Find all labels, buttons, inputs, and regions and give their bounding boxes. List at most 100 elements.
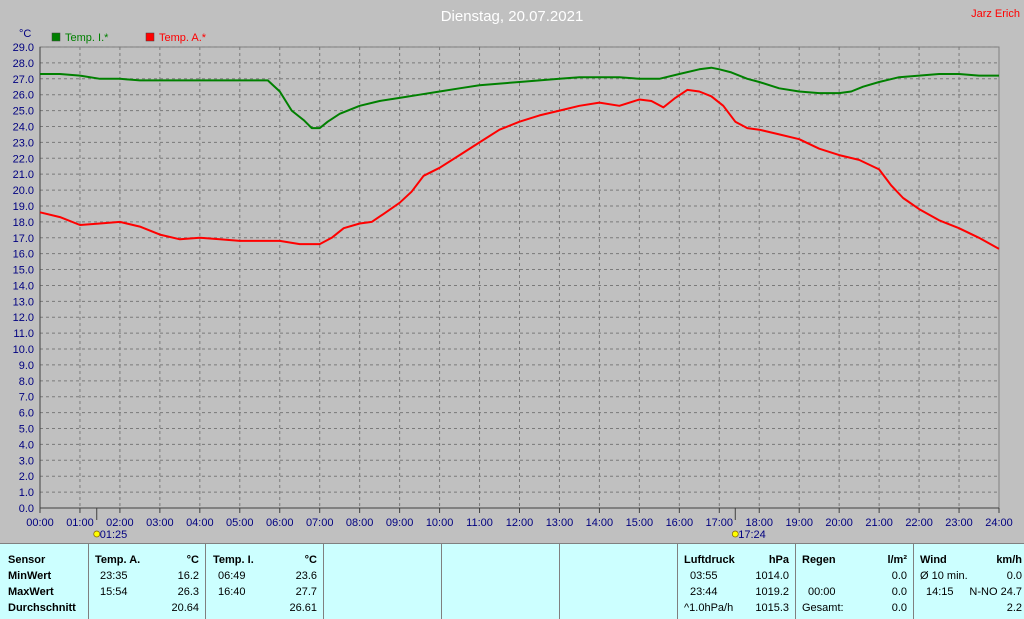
- x-tick-label: 23:00: [945, 517, 973, 529]
- y-tick-label: 27.0: [13, 74, 34, 86]
- empty-column-3: [560, 544, 678, 619]
- pressure-trend-label: ^1.0hPa/h: [684, 602, 734, 614]
- y-tick-label: 13.0: [13, 296, 34, 308]
- y-tick-label: 3.0: [19, 455, 34, 467]
- pressure-max-value: 1019.2: [755, 586, 789, 598]
- pressure-min-value: 1014.0: [755, 570, 789, 582]
- x-tick-label: 22:00: [905, 517, 933, 529]
- rain-time: 00:00: [808, 586, 836, 598]
- temp-i-max-time: 16:40: [218, 586, 246, 598]
- wind-max-time: 14:15: [926, 586, 954, 598]
- y-tick-label: 0.0: [19, 503, 34, 515]
- x-tick-label: 01:00: [66, 517, 94, 529]
- empty-column-1: [324, 544, 442, 619]
- y-tick-label: 18.0: [13, 217, 34, 229]
- legend: Temp. I.* Temp. A.*: [51, 32, 207, 44]
- wind-max-value: N-NO 24.7: [969, 586, 1022, 598]
- temp-a-column: Temp. A. °C 23:35 16.2 15:54 26.3 20.64: [89, 544, 206, 619]
- y-tick-label: 24.0: [13, 121, 34, 133]
- temp-a-min-time: 23:35: [100, 570, 128, 582]
- x-tick-label: 16:00: [666, 517, 694, 529]
- x-tick-label: 08:00: [346, 517, 374, 529]
- temp-i-max-value: 27.7: [295, 586, 317, 598]
- y-tick-label: 6.0: [19, 408, 34, 420]
- wind-unit: km/h: [996, 554, 1022, 566]
- x-tick-label: 10:00: [426, 517, 454, 529]
- y-tick-label: 20.0: [13, 185, 34, 197]
- y-tick-label: 22.0: [13, 153, 34, 165]
- sun-markers: 01:25 17:24: [93, 508, 766, 541]
- maxwert-label: MaxWert: [8, 586, 54, 598]
- temp-a-unit: °C: [186, 554, 199, 566]
- y-tick-label: 21.0: [13, 169, 34, 181]
- y-tick-label: 8.0: [19, 376, 34, 388]
- x-tick-label: 12:00: [506, 517, 534, 529]
- x-tick-label: 19:00: [785, 517, 813, 529]
- temp-a-average: 20.64: [171, 602, 199, 614]
- temp-i-column: Temp. I. °C 06:49 23.6 16:40 27.7 26.61: [206, 544, 324, 619]
- durchschnitt-label: Durchschnitt: [8, 602, 76, 614]
- legend-swatch: [51, 32, 61, 42]
- x-tick-label: 14:00: [586, 517, 614, 529]
- x-tick-label: 05:00: [226, 517, 254, 529]
- x-tick-label: 09:00: [386, 517, 414, 529]
- pressure-column: Luftdruck hPa 03:55 1014.0 23:44 1019.2 …: [678, 544, 796, 619]
- y-tick-label: 10.0: [13, 344, 34, 356]
- series-line-temp-a: [39, 88, 1000, 250]
- wind-avg-label: Ø 10 min.: [920, 570, 968, 582]
- pressure-unit: hPa: [768, 554, 789, 566]
- series-group: [39, 66, 1000, 250]
- sensor-header: Sensor: [8, 554, 46, 566]
- statistics-panel: Sensor MinWert MaxWert Durchschnitt Temp…: [0, 543, 1024, 619]
- x-tick-label: 02:00: [106, 517, 134, 529]
- legend-label: Temp. A.*: [159, 32, 207, 44]
- x-tick-label: 06:00: [266, 517, 294, 529]
- y-tick-label: 12.0: [13, 312, 34, 324]
- x-tick-label: 04:00: [186, 517, 214, 529]
- wind-value-3: 2.2: [1006, 602, 1022, 614]
- y-tick-label: 17.0: [13, 233, 34, 245]
- grid: [39, 46, 1000, 509]
- temp-i-unit: °C: [304, 554, 317, 566]
- sunrise-icon: [93, 530, 101, 538]
- y-tick-label: 14.0: [13, 280, 34, 292]
- rain-unit: l/m²: [887, 554, 907, 566]
- y-tick-label: 9.0: [19, 360, 34, 372]
- temp-i-header: Temp. I.: [213, 554, 254, 566]
- empty-column-2: [442, 544, 560, 619]
- marker-label: 01:25: [100, 529, 128, 541]
- temp-a-max-time: 15:54: [100, 586, 128, 598]
- rain-value-2: 0.0: [891, 586, 907, 598]
- y-axis-unit: °C: [19, 28, 31, 40]
- author-label: Jarz Erich: [971, 8, 1020, 20]
- y-tick-label: 15.0: [13, 265, 34, 277]
- y-tick-label: 26.0: [13, 90, 34, 102]
- rain-column: Regen l/m² 0.0 00:00 0.0 Gesamt: 0.0: [796, 544, 914, 619]
- sunset-icon: [731, 530, 739, 538]
- wind-header: Wind: [920, 554, 947, 566]
- x-tick-label: 11:00: [466, 517, 493, 529]
- legend-label: Temp. I.*: [65, 32, 109, 44]
- rain-total-value: 0.0: [891, 602, 907, 614]
- y-tick-label: 5.0: [19, 424, 34, 436]
- x-tick-label: 21:00: [865, 517, 893, 529]
- y-tick-label: 16.0: [13, 249, 34, 261]
- pressure-min-time: 03:55: [690, 570, 718, 582]
- y-tick-label: 23.0: [13, 137, 34, 149]
- wind-avg-value: 0.0: [1006, 570, 1022, 582]
- x-tick-label: 13:00: [546, 517, 574, 529]
- temp-i-min-value: 23.6: [295, 570, 317, 582]
- pressure-trend-value: 1015.3: [755, 602, 789, 614]
- x-tick-label: 03:00: [146, 517, 174, 529]
- wind-column: Wind km/h Ø 10 min. 0.0 14:15 N-NO 24.7 …: [914, 544, 1024, 619]
- legend-swatch: [145, 32, 155, 42]
- pressure-header: Luftdruck: [684, 554, 735, 566]
- y-tick-label: 25.0: [13, 106, 34, 118]
- temp-a-max-value: 26.3: [177, 586, 199, 598]
- y-tick-label: 1.0: [19, 487, 34, 499]
- x-tick-label: 15:00: [626, 517, 654, 529]
- series-line-temp-i: [40, 66, 999, 130]
- minwert-label: MinWert: [8, 570, 52, 582]
- y-tick-label: 7.0: [19, 392, 34, 404]
- x-tick-label: 18:00: [745, 517, 773, 529]
